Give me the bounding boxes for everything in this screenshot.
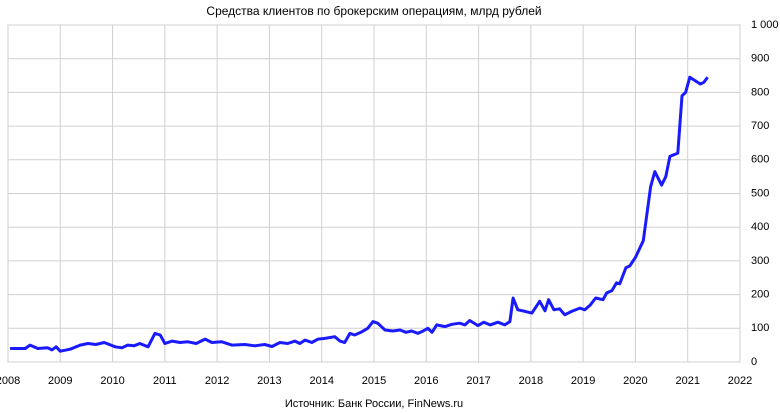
- x-tick-label: 2008: [0, 375, 20, 387]
- x-tick-label: 2016: [414, 375, 438, 387]
- y-tick-label: 500: [751, 187, 769, 199]
- y-tick-label: 100: [751, 322, 769, 334]
- x-tick-label: 2022: [728, 375, 752, 387]
- x-tick-label: 2021: [675, 375, 699, 387]
- x-tick-label: 2015: [362, 375, 386, 387]
- x-tick-label: 2013: [257, 375, 281, 387]
- x-tick-label: 2019: [571, 375, 595, 387]
- y-tick-label: 400: [751, 221, 769, 233]
- x-tick-label: 2010: [100, 375, 124, 387]
- y-tick-label: 1 000: [751, 19, 779, 31]
- y-tick-label: 800: [751, 86, 769, 98]
- x-tick-label: 2011: [153, 375, 177, 387]
- y-tick-label: 700: [751, 120, 769, 132]
- x-tick-label: 2020: [623, 375, 647, 387]
- x-tick-label: 2009: [48, 375, 72, 387]
- chart-title: Средства клиентов по брокерским операция…: [206, 4, 541, 18]
- y-tick-label: 900: [751, 53, 769, 65]
- y-tick-label: 0: [751, 356, 757, 368]
- x-tick-label: 2017: [466, 375, 490, 387]
- x-tick-label: 2012: [205, 375, 229, 387]
- source-note: Источник: Банк России, FinNews.ru: [285, 398, 463, 410]
- x-tick-label: 2018: [519, 375, 543, 387]
- x-tick-label: 2014: [309, 375, 333, 387]
- y-tick-label: 300: [751, 255, 769, 267]
- y-tick-label: 600: [751, 154, 769, 166]
- data-line: [10, 75, 709, 353]
- y-tick-label: 200: [751, 289, 769, 301]
